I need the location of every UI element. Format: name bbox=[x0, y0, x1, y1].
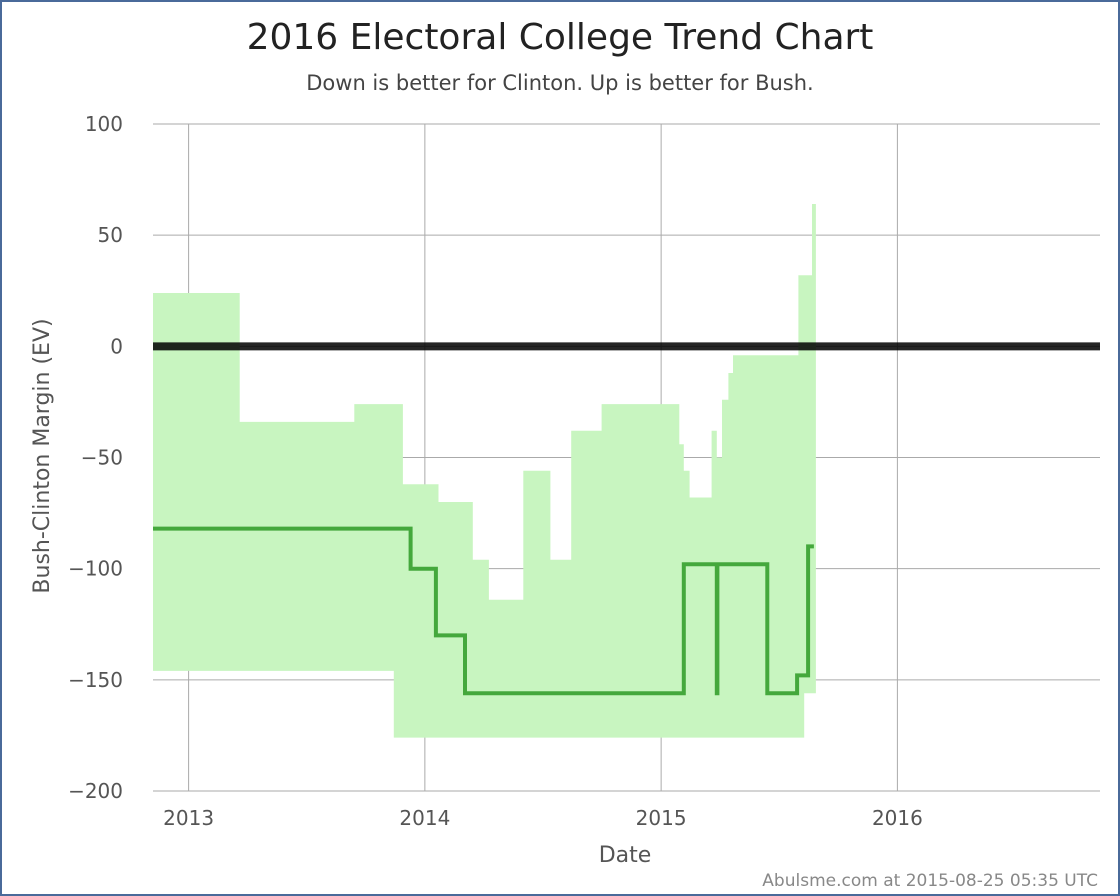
x-tick-label: 2013 bbox=[163, 806, 214, 830]
x-axis-title: Date bbox=[599, 843, 652, 868]
y-tick-label: 100 bbox=[85, 112, 123, 136]
y-axis-title: Bush-Clinton Margin (EV) bbox=[30, 318, 55, 593]
credit-footer: Abulsme.com at 2015-08-25 05:35 UTC bbox=[762, 871, 1098, 891]
chart-title: 2016 Electoral College Trend Chart bbox=[247, 17, 874, 58]
x-tick-label: 2014 bbox=[399, 806, 450, 830]
margin-line bbox=[153, 526, 814, 696]
y-tick-label: −100 bbox=[68, 557, 123, 581]
chart-subtitle: Down is better for Clinton. Up is better… bbox=[306, 71, 813, 95]
y-tick-label: −200 bbox=[68, 779, 123, 803]
x-tick-label: 2016 bbox=[872, 806, 923, 830]
y-tick-label: −50 bbox=[81, 446, 123, 470]
y-tick-label: 50 bbox=[98, 223, 123, 247]
y-tick-label: 0 bbox=[110, 334, 123, 358]
range-band bbox=[153, 204, 816, 738]
x-tick-label: 2015 bbox=[636, 806, 687, 830]
y-tick-label: −150 bbox=[68, 668, 123, 692]
